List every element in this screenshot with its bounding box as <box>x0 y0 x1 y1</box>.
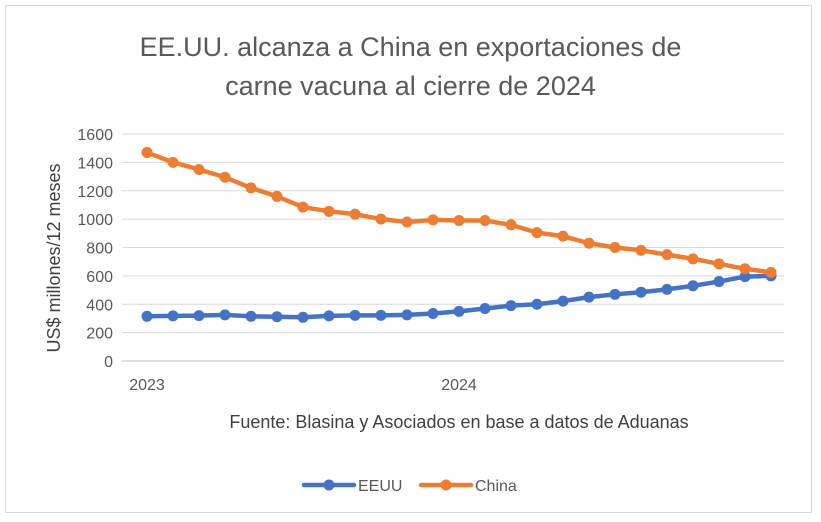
data-point-china-22 <box>713 258 725 270</box>
data-point-china-4 <box>245 182 257 194</box>
legend-label-eeuu: EEUU <box>358 478 402 495</box>
data-point-eeuu-2 <box>193 310 205 322</box>
x-tick-label-2024: 2024 <box>441 377 477 394</box>
data-point-eeuu-11 <box>427 307 439 319</box>
data-point-china-1 <box>167 156 179 168</box>
data-point-china-5 <box>271 190 283 202</box>
data-point-china-9 <box>375 213 387 225</box>
data-point-eeuu-18 <box>609 288 621 300</box>
data-point-china-14 <box>505 219 517 231</box>
data-point-china-17 <box>583 237 595 249</box>
data-point-eeuu-9 <box>375 309 387 321</box>
data-point-eeuu-7 <box>323 310 335 322</box>
legend-marker-eeuu <box>323 479 335 491</box>
series-group <box>141 146 777 323</box>
x-tick-label-2023: 2023 <box>129 377 165 394</box>
y-tick-label-400: 400 <box>86 297 113 314</box>
y-tick-label-1600: 1600 <box>77 127 113 144</box>
data-point-eeuu-12 <box>453 305 465 317</box>
data-point-china-13 <box>479 215 491 227</box>
data-point-eeuu-3 <box>219 309 231 321</box>
data-point-china-23 <box>739 263 751 275</box>
data-point-china-16 <box>557 230 569 242</box>
y-axis-label: US$ millones/12 meses <box>44 163 64 352</box>
y-tick-label-1400: 1400 <box>77 155 113 172</box>
data-point-eeuu-21 <box>687 280 699 292</box>
legend: EEUU China <box>301 478 517 495</box>
y-tick-label-600: 600 <box>86 269 113 286</box>
data-point-china-18 <box>609 242 621 253</box>
chart-title-line-2: carne vacuna al cierre de 2024 <box>225 71 596 101</box>
data-point-china-8 <box>349 208 361 220</box>
chart-title: EE.UU. alcanza a China en exportaciones … <box>0 28 821 106</box>
y-tick-label-800: 800 <box>86 241 113 258</box>
legend-marker-china <box>440 479 452 491</box>
data-point-eeuu-22 <box>713 276 725 288</box>
legend-label-china: China <box>475 478 517 495</box>
data-point-eeuu-14 <box>505 300 517 312</box>
data-point-eeuu-20 <box>661 283 673 295</box>
data-point-eeuu-8 <box>349 309 361 321</box>
y-tick-label-200: 200 <box>86 326 113 343</box>
data-point-eeuu-4 <box>245 310 257 322</box>
y-axis-ticks: 0 200 400 600 800 1000 1200 1400 1600 <box>77 127 113 371</box>
data-point-eeuu-0 <box>141 310 153 322</box>
data-point-china-12 <box>453 215 465 227</box>
data-point-eeuu-17 <box>583 291 595 303</box>
data-point-eeuu-15 <box>531 298 543 310</box>
data-point-china-7 <box>323 205 335 217</box>
y-tick-label-1000: 1000 <box>77 212 113 229</box>
data-point-china-6 <box>297 201 309 213</box>
y-tick-label-0: 0 <box>104 354 113 371</box>
y-tick-label-1200: 1200 <box>77 184 113 201</box>
data-point-eeuu-13 <box>479 303 491 315</box>
data-point-eeuu-10 <box>401 309 413 321</box>
data-point-china-0 <box>141 146 153 158</box>
data-point-china-2 <box>193 163 205 175</box>
data-point-eeuu-16 <box>557 295 569 307</box>
data-point-china-10 <box>401 216 413 228</box>
data-point-china-20 <box>661 249 673 261</box>
data-point-china-19 <box>635 244 647 256</box>
chart-frame <box>5 5 812 513</box>
data-point-china-21 <box>687 253 699 265</box>
data-point-eeuu-1 <box>167 310 179 322</box>
data-point-eeuu-23 <box>739 271 751 283</box>
data-point-china-15 <box>531 227 543 239</box>
data-point-china-3 <box>219 171 231 183</box>
data-point-eeuu-5 <box>271 311 283 323</box>
x-axis-ticks: 2023 2024 <box>129 377 477 394</box>
series-line-china <box>144 150 774 275</box>
data-point-eeuu-6 <box>297 311 309 323</box>
data-point-eeuu-19 <box>635 286 647 298</box>
gridlines <box>122 133 784 362</box>
chart-title-line-1: EE.UU. alcanza a China en exportaciones … <box>139 32 682 62</box>
source-annotation: Fuente: Blasina y Asociados en base a da… <box>229 412 688 432</box>
data-point-china-24 <box>765 266 777 278</box>
data-point-china-11 <box>427 214 439 226</box>
